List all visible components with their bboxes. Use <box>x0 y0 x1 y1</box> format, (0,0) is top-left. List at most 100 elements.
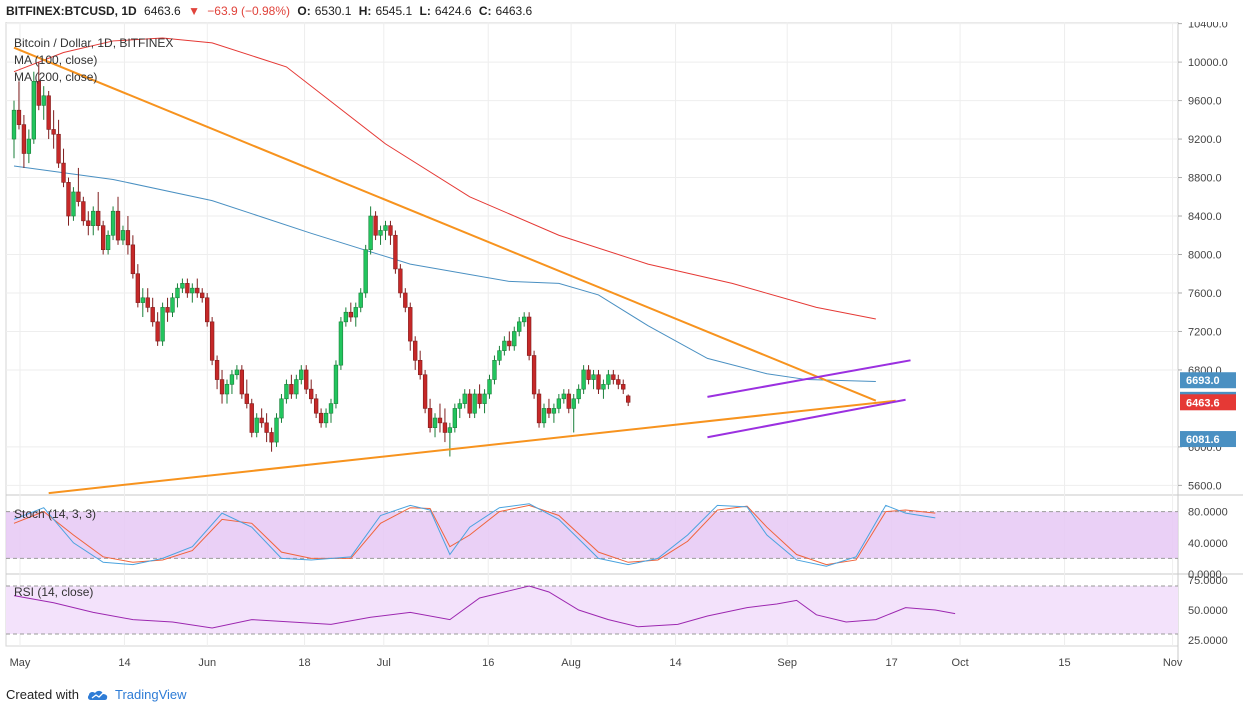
candle[interactable] <box>130 244 136 275</box>
candle[interactable] <box>492 360 497 380</box>
candle[interactable] <box>348 311 353 318</box>
candle[interactable] <box>150 307 155 323</box>
candle[interactable] <box>531 355 537 395</box>
candle[interactable] <box>36 81 41 106</box>
candle[interactable] <box>556 398 562 409</box>
candle[interactable] <box>576 388 581 400</box>
candle[interactable] <box>309 388 314 400</box>
candle[interactable] <box>110 210 116 236</box>
candle[interactable] <box>447 427 453 433</box>
candle[interactable] <box>417 360 423 376</box>
candle[interactable] <box>541 408 547 424</box>
candle[interactable] <box>165 307 170 313</box>
candle[interactable] <box>477 393 482 404</box>
candle[interactable] <box>343 311 349 323</box>
candle[interactable] <box>561 393 566 400</box>
candle[interactable] <box>551 408 557 414</box>
candle[interactable] <box>581 369 586 390</box>
candle[interactable] <box>11 109 17 140</box>
candle[interactable] <box>338 321 344 366</box>
candle[interactable] <box>408 307 413 342</box>
candle[interactable] <box>452 408 458 428</box>
channel-lower[interactable] <box>707 398 906 439</box>
candle[interactable] <box>442 422 448 433</box>
candle[interactable] <box>205 297 210 323</box>
candle[interactable] <box>254 417 259 433</box>
candle[interactable] <box>467 393 472 414</box>
candle[interactable] <box>422 374 428 409</box>
candle[interactable] <box>175 287 180 299</box>
candle[interactable] <box>393 234 398 270</box>
candle[interactable] <box>180 283 185 289</box>
candle[interactable] <box>239 369 245 395</box>
candle[interactable] <box>601 384 606 390</box>
candle[interactable] <box>512 331 517 347</box>
stoch-pane[interactable]: Stoch (14, 3, 3) <box>6 503 1178 567</box>
candle[interactable] <box>368 215 373 250</box>
candle[interactable] <box>596 374 601 390</box>
candle[interactable] <box>398 268 403 294</box>
candle[interactable] <box>427 408 433 428</box>
candle[interactable] <box>388 225 393 236</box>
candle[interactable] <box>200 292 205 299</box>
candle[interactable] <box>626 395 631 403</box>
candle[interactable] <box>294 379 299 395</box>
candle[interactable] <box>185 283 190 294</box>
candle[interactable] <box>323 412 329 424</box>
candle[interactable] <box>284 384 289 400</box>
candle[interactable] <box>61 162 66 183</box>
candle[interactable] <box>497 350 502 361</box>
candle[interactable] <box>487 379 492 395</box>
candle[interactable] <box>586 369 591 380</box>
candle[interactable] <box>214 360 220 380</box>
candle[interactable] <box>482 393 487 404</box>
candle[interactable] <box>526 316 532 356</box>
candle[interactable] <box>100 225 106 250</box>
candle[interactable] <box>413 340 418 361</box>
candle[interactable] <box>333 364 339 404</box>
candle[interactable] <box>91 210 96 226</box>
candle[interactable] <box>606 374 611 385</box>
candle[interactable] <box>318 412 324 424</box>
candle[interactable] <box>135 273 141 303</box>
candle[interactable] <box>472 393 477 414</box>
candle[interactable] <box>383 225 388 231</box>
candle[interactable] <box>591 374 596 380</box>
candle[interactable] <box>16 109 22 125</box>
candle[interactable] <box>115 210 121 241</box>
candle[interactable] <box>616 379 621 385</box>
candle[interactable] <box>259 417 264 424</box>
candle[interactable] <box>432 417 438 428</box>
candle[interactable] <box>170 297 175 313</box>
candle[interactable] <box>190 287 195 294</box>
candle[interactable] <box>353 307 358 318</box>
candle[interactable] <box>26 138 32 154</box>
trendline-upper[interactable] <box>13 46 877 402</box>
candle[interactable] <box>81 201 86 222</box>
candle[interactable] <box>195 287 200 294</box>
candle[interactable] <box>373 215 378 236</box>
candle[interactable] <box>244 393 249 404</box>
candle[interactable] <box>76 191 81 202</box>
candle[interactable] <box>403 292 408 308</box>
rsi-pane[interactable]: RSI (14, close) <box>6 585 1178 635</box>
candle[interactable] <box>41 95 46 106</box>
candle[interactable] <box>145 297 150 308</box>
candle[interactable] <box>274 417 279 443</box>
candle[interactable] <box>536 393 542 424</box>
candle[interactable] <box>86 220 91 226</box>
candle[interactable] <box>160 307 165 342</box>
candle[interactable] <box>299 369 304 380</box>
candle[interactable] <box>120 230 126 241</box>
candle[interactable] <box>457 403 462 409</box>
candle[interactable] <box>304 369 309 390</box>
candle[interactable] <box>328 403 334 414</box>
candle[interactable] <box>209 321 215 361</box>
candle[interactable] <box>522 316 527 323</box>
candle[interactable] <box>546 408 552 414</box>
candle[interactable] <box>378 230 383 236</box>
price-pane[interactable]: Bitcoin / Dollar, 1D, BITFINEX MA (100, c… <box>11 36 911 495</box>
candle[interactable] <box>21 124 27 154</box>
candle[interactable] <box>289 384 294 395</box>
candle[interactable] <box>517 321 522 332</box>
